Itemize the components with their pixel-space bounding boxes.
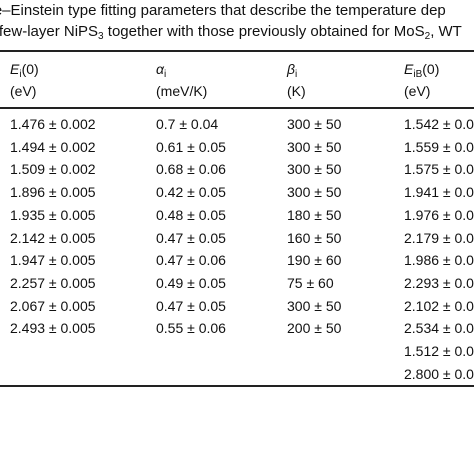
table-top-rule — [0, 50, 474, 52]
cell-eib0: 2.800 ± 0.0 — [404, 365, 474, 382]
table-caption: ose–Einstein type fitting parameters tha… — [0, 0, 474, 42]
cell-ei0: 2.493 ± 0.005 — [10, 320, 96, 337]
cell-alpha: 0.47 ± 0.05 — [156, 297, 226, 314]
cell-ei0: 1.494 ± 0.002 — [10, 138, 96, 155]
cell-alpha: 0.55 ± 0.06 — [156, 320, 226, 337]
cell-eib0: 2.293 ± 0.0 — [404, 274, 474, 291]
cell-eib0: 1.512 ± 0.0 — [404, 343, 474, 359]
cell-beta: 200 ± 50 — [287, 320, 342, 337]
cell-beta: 300 ± 50 — [287, 116, 342, 132]
cell-beta: 190 ± 60 — [287, 252, 342, 269]
cell-alpha: 0.61 ± 0.05 — [156, 138, 226, 155]
cell-beta: 300 ± 50 — [287, 138, 342, 155]
header-eib0-unit: (eV) — [404, 83, 431, 99]
cell-ei0: 1.896 ± 0.005 — [10, 184, 96, 201]
header-rule — [0, 107, 474, 109]
cell-alpha: 0.49 ± 0.05 — [156, 274, 226, 291]
cell-ei0: 2.067 ± 0.005 — [10, 297, 96, 314]
header-alpha: αi — [156, 61, 167, 80]
caption-line-2: he few-layer NiPS3 together with those p… — [0, 23, 462, 42]
cell-alpha: 0.7 ± 0.04 — [156, 116, 219, 132]
header-ei0-unit: (eV) — [10, 83, 37, 99]
cell-eib0: 1.941 ± 0.0 — [404, 184, 474, 201]
cell-eib0: 2.179 ± 0.0 — [404, 229, 474, 246]
cell-eib0: 1.575 ± 0.0 — [404, 161, 474, 178]
cell-eib0: 1.986 ± 0.0 — [404, 252, 474, 269]
cell-beta: 300 ± 50 — [287, 161, 342, 178]
cell-eib0: 1.976 ± 0.0 — [404, 206, 474, 223]
cell-ei0: 1.476 ± 0.002 — [10, 116, 96, 132]
cell-alpha: 0.68 ± 0.06 — [156, 161, 226, 178]
cell-alpha: 0.48 ± 0.05 — [156, 206, 226, 223]
header-ei0: Ei(0) — [10, 61, 39, 80]
cell-beta: 300 ± 50 — [287, 184, 342, 201]
cell-eib0: 2.534 ± 0.0 — [404, 320, 474, 337]
header-alpha-unit: (meV/K) — [156, 83, 208, 99]
cell-alpha: 0.47 ± 0.06 — [156, 252, 226, 269]
caption-line-1: ose–Einstein type fitting parameters tha… — [0, 2, 446, 19]
cell-ei0: 2.142 ± 0.005 — [10, 229, 96, 246]
cell-beta: 180 ± 50 — [287, 206, 342, 223]
cell-alpha: 0.42 ± 0.05 — [156, 184, 226, 201]
cell-alpha: 0.47 ± 0.05 — [156, 229, 226, 246]
cell-eib0: 1.559 ± 0.0 — [404, 138, 474, 155]
cell-eib0: 1.542 ± 0.0 — [404, 116, 474, 132]
cell-beta: 75 ± 60 — [287, 274, 334, 291]
cell-ei0: 1.509 ± 0.002 — [10, 161, 96, 178]
cell-ei0: 2.257 ± 0.005 — [10, 274, 96, 291]
cell-ei0: 1.935 ± 0.005 — [10, 206, 96, 223]
cell-beta: 160 ± 50 — [287, 229, 342, 246]
table-bottom-rule — [0, 385, 474, 387]
cell-eib0: 2.102 ± 0.0 — [404, 297, 474, 314]
cell-ei0: 1.947 ± 0.005 — [10, 252, 96, 269]
cell-beta: 300 ± 50 — [287, 297, 342, 314]
header-eib0: EiB(0) — [404, 61, 440, 80]
header-beta: βi — [287, 61, 298, 80]
header-beta-unit: (K) — [287, 83, 306, 99]
